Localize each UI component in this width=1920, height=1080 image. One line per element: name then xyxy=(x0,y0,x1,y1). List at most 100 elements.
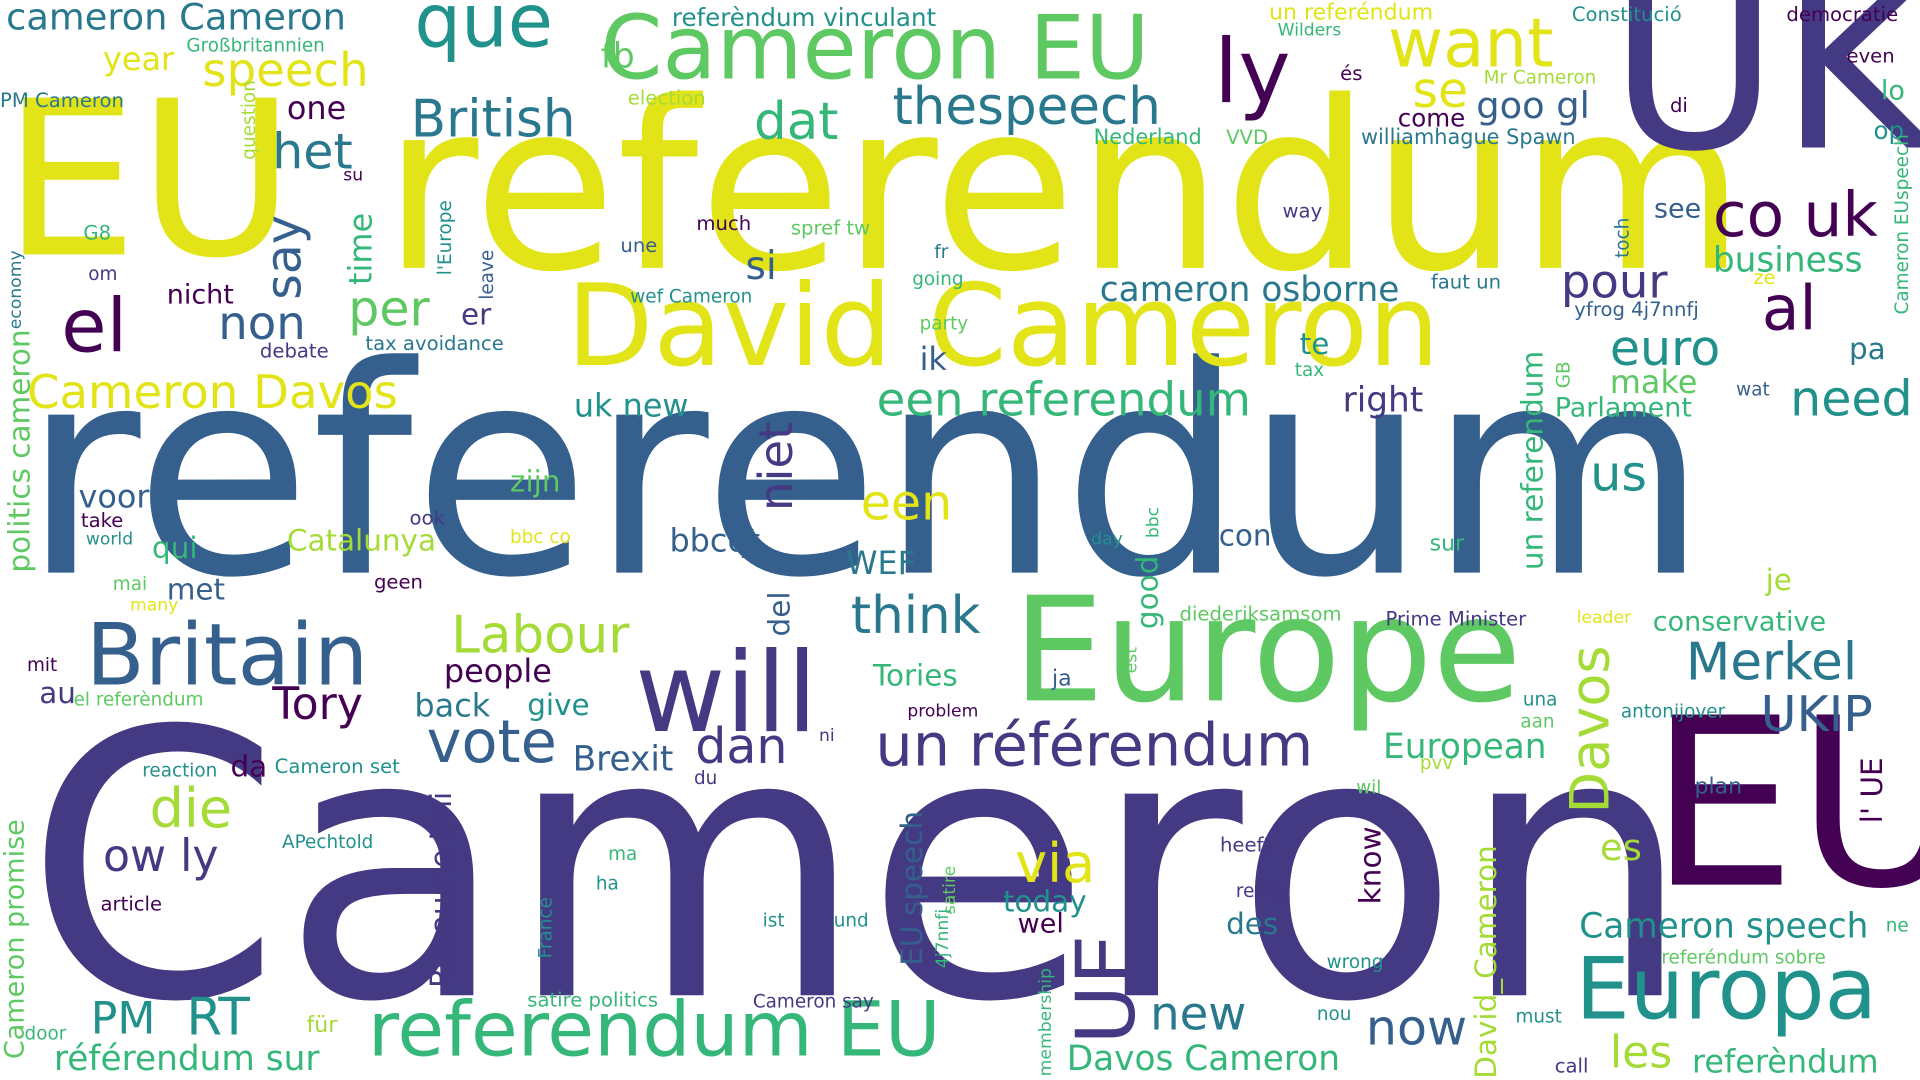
cloud-word: da xyxy=(230,749,268,784)
cloud-word: Europe xyxy=(1012,565,1522,735)
cloud-word: per xyxy=(348,281,430,338)
cloud-word: want xyxy=(1387,3,1554,83)
cloud-word: time xyxy=(343,212,381,286)
cloud-word: now xyxy=(1365,1000,1468,1057)
cloud-word: une xyxy=(620,233,658,257)
cloud-word: year xyxy=(102,41,175,79)
cloud-word: referendum EU xyxy=(367,984,941,1074)
cloud-word: tax avoidance xyxy=(365,331,504,356)
cloud-word: niet xyxy=(749,421,804,512)
cloud-word: people xyxy=(443,653,552,691)
cloud-word: tax xyxy=(1294,358,1325,381)
cloud-word: leader xyxy=(1576,608,1632,628)
cloud-word: pvv xyxy=(1419,751,1454,775)
cloud-word: question xyxy=(237,80,260,160)
cloud-word: wat xyxy=(1736,378,1770,401)
cloud-word: yfrog 4j7nnfj xyxy=(1574,297,1699,321)
cloud-word: one xyxy=(286,90,347,128)
cloud-word: un referéndum xyxy=(1269,0,1434,26)
cloud-word: PM xyxy=(90,994,156,1045)
cloud-word: référendum sur xyxy=(53,1038,320,1079)
cloud-word: David Cameron xyxy=(566,260,1440,392)
cloud-word: satire politics xyxy=(527,987,659,1012)
cloud-word: met xyxy=(166,572,226,607)
cloud-word: France xyxy=(534,897,557,959)
cloud-word: al xyxy=(1761,272,1817,345)
cloud-word: say xyxy=(256,214,313,300)
cloud-word: will xyxy=(635,629,818,759)
cloud-word: debate xyxy=(259,339,329,363)
cloud-word: Cameron speech xyxy=(1579,905,1869,947)
cloud-word: ist xyxy=(762,909,785,932)
cloud-word: Royaume Uni xyxy=(424,791,459,988)
cloud-word: ow ly xyxy=(102,831,219,883)
cloud-word: cameron Cameron xyxy=(6,0,347,40)
cloud-word: een referendum xyxy=(876,372,1252,427)
cloud-word: Prime Minister xyxy=(1385,606,1527,631)
cloud-word: referendum xyxy=(382,51,1746,324)
cloud-word: ook xyxy=(409,506,445,530)
cloud-word: dat xyxy=(754,90,839,152)
cloud-word: au xyxy=(39,675,76,711)
cloud-word: G8 xyxy=(83,221,112,245)
cloud-word: problem xyxy=(907,701,979,722)
cloud-word: right xyxy=(1342,379,1424,421)
cloud-word: UKIP xyxy=(1760,686,1873,744)
cloud-word: l' UE xyxy=(1855,757,1890,824)
cloud-word: Cameron say xyxy=(752,990,874,1013)
cloud-word: reaction xyxy=(142,759,218,782)
cloud-word: VVD xyxy=(1226,125,1269,149)
cloud-word: today xyxy=(1002,884,1087,920)
cloud-word: antonijover xyxy=(1620,700,1726,723)
cloud-word: nicht xyxy=(166,280,234,311)
cloud-word: wil xyxy=(1356,776,1382,799)
cloud-word: für xyxy=(306,1012,338,1039)
cloud-word: Cameron EUspeech xyxy=(1890,134,1913,315)
cloud-word: democratie xyxy=(1786,2,1899,26)
cloud-word: world xyxy=(85,529,134,550)
cloud-word: nou xyxy=(1316,1002,1352,1025)
cloud-word: business xyxy=(1712,239,1863,281)
cloud-word: con xyxy=(1218,518,1272,553)
cloud-word: je xyxy=(1765,562,1792,598)
cloud-word: heeft xyxy=(1219,833,1271,857)
cloud-word: EU xyxy=(1649,668,1920,940)
cloud-word: er xyxy=(461,297,492,332)
cloud-word: un référendum xyxy=(875,711,1314,781)
cloud-word: back xyxy=(414,688,491,725)
cloud-word: wef Cameron xyxy=(630,285,753,308)
cloud-word: leave xyxy=(475,249,498,300)
cloud-word: wrong xyxy=(1326,951,1384,974)
cloud-word: het xyxy=(272,124,353,181)
cloud-word: APechtold xyxy=(282,830,374,853)
cloud-word: lo xyxy=(1880,76,1905,107)
cloud-word: going xyxy=(912,267,964,290)
cloud-word: Großbritannien xyxy=(186,34,325,57)
cloud-word: ni xyxy=(819,726,835,746)
cloud-word: referèndum vinculant xyxy=(671,2,937,32)
cloud-word: non xyxy=(218,296,306,351)
cloud-word: mai xyxy=(112,572,148,595)
cloud-word: us xyxy=(1590,446,1647,503)
cloud-word: think xyxy=(850,584,981,646)
cloud-word: que xyxy=(414,0,554,66)
cloud-word: co uk xyxy=(1712,179,1878,251)
cloud-word: sur xyxy=(1429,530,1465,557)
cloud-word: fb xyxy=(600,35,635,77)
cloud-word: UK xyxy=(1608,0,1920,203)
cloud-word: UE xyxy=(1059,933,1154,1045)
cloud-word: membership xyxy=(1036,968,1056,1077)
cloud-word: om xyxy=(88,262,118,286)
cloud-word: faut un xyxy=(1430,270,1502,294)
cloud-word: su xyxy=(343,165,364,186)
cloud-word: take xyxy=(80,508,124,533)
cloud-word: door xyxy=(24,1022,67,1045)
cloud-word: geen xyxy=(373,570,423,594)
cloud-word: vote xyxy=(426,707,557,777)
cloud-word: du xyxy=(693,766,718,789)
cloud-word: WEF xyxy=(846,545,917,583)
cloud-word: pour xyxy=(1560,254,1668,309)
cloud-word: much xyxy=(696,211,752,235)
cloud-word: Cameron set xyxy=(274,754,400,778)
cloud-word: del xyxy=(762,591,797,637)
